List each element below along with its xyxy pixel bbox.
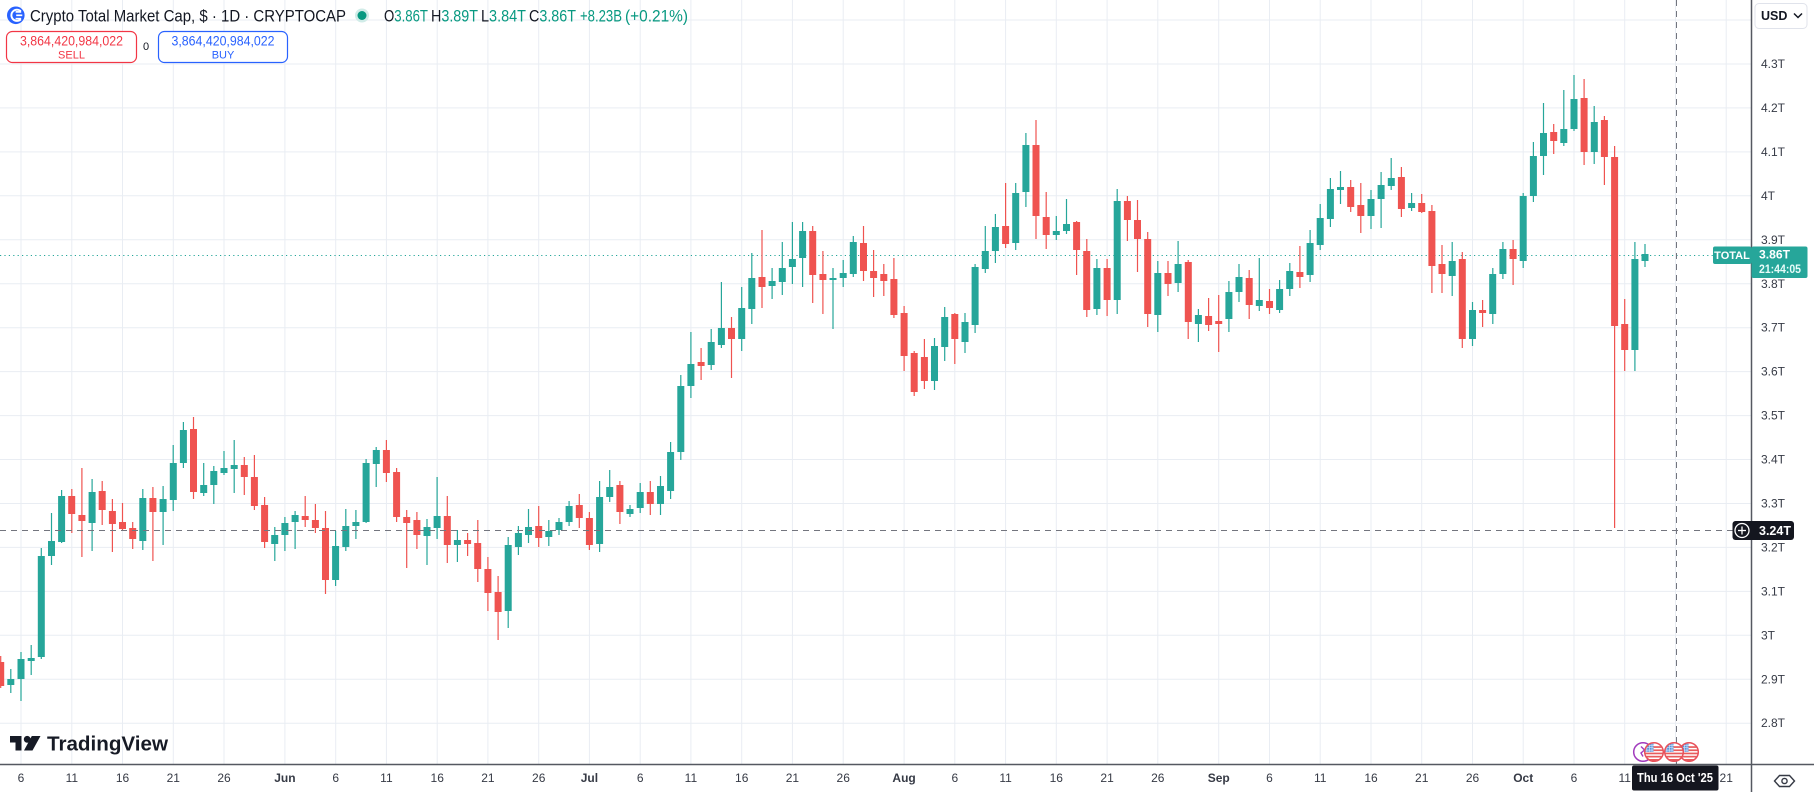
svg-text:3.24T: 3.24T: [1759, 524, 1791, 538]
svg-text:3.1T: 3.1T: [1761, 584, 1786, 598]
svg-text:3.8T: 3.8T: [1761, 277, 1786, 291]
svg-text:26: 26: [1466, 771, 1480, 785]
svg-text:16: 16: [735, 771, 749, 785]
svg-text:21: 21: [1720, 771, 1734, 785]
svg-text:Jul: Jul: [581, 771, 598, 785]
svg-text:(+0.21%): (+0.21%): [625, 8, 688, 26]
svg-text:21: 21: [1415, 771, 1429, 785]
svg-text:O3.86T: O3.86T: [384, 8, 428, 26]
svg-text:BUY: BUY: [212, 50, 235, 62]
svg-text:21: 21: [481, 771, 495, 785]
svg-text:16: 16: [431, 771, 445, 785]
svg-text:3.6T: 3.6T: [1761, 365, 1786, 379]
svg-text:26: 26: [1151, 771, 1165, 785]
svg-text:3.2T: 3.2T: [1761, 540, 1786, 554]
svg-text:16: 16: [116, 771, 130, 785]
svg-text:Aug: Aug: [892, 771, 915, 785]
svg-text:3.4T: 3.4T: [1761, 453, 1786, 467]
svg-text:+8.23B: +8.23B: [580, 8, 622, 26]
svg-text:6: 6: [18, 771, 25, 785]
svg-text:6: 6: [1266, 771, 1273, 785]
svg-text:3.3T: 3.3T: [1761, 497, 1786, 511]
svg-text:16: 16: [1050, 771, 1064, 785]
svg-text:11: 11: [999, 771, 1012, 785]
svg-text:6: 6: [332, 771, 339, 785]
svg-text:3.9T: 3.9T: [1761, 233, 1786, 247]
svg-text:0: 0: [143, 41, 149, 53]
svg-text:4.2T: 4.2T: [1761, 101, 1786, 115]
svg-text:Sep: Sep: [1208, 771, 1230, 785]
svg-text:C3.86T: C3.86T: [529, 8, 576, 26]
svg-text:4T: 4T: [1761, 189, 1776, 203]
svg-text:3,864,420,984,022: 3,864,420,984,022: [20, 34, 123, 49]
svg-text:3.7T: 3.7T: [1761, 321, 1786, 335]
svg-text:H3.89T: H3.89T: [431, 8, 478, 26]
svg-text:21: 21: [1100, 771, 1114, 785]
svg-text:11: 11: [685, 771, 698, 785]
svg-text:TOTAL: TOTAL: [1714, 250, 1750, 262]
svg-text:3T: 3T: [1761, 628, 1776, 642]
svg-text:6: 6: [951, 771, 958, 785]
svg-text:2.9T: 2.9T: [1761, 672, 1786, 686]
svg-text:Thu 16 Oct '25: Thu 16 Oct '25: [1637, 771, 1713, 785]
svg-text:4.1T: 4.1T: [1761, 145, 1786, 159]
svg-text:26: 26: [217, 771, 231, 785]
svg-text:21: 21: [786, 771, 800, 785]
svg-text:26: 26: [532, 771, 546, 785]
svg-text:26: 26: [837, 771, 851, 785]
svg-text:11: 11: [1314, 771, 1327, 785]
svg-text:6: 6: [1571, 771, 1578, 785]
svg-text:Crypto Total Market Cap, $ · 1: Crypto Total Market Cap, $ · 1D · CRYPTO…: [30, 8, 346, 26]
svg-text:16: 16: [1364, 771, 1378, 785]
svg-text:3.5T: 3.5T: [1761, 409, 1786, 423]
svg-text:3,864,420,984,022: 3,864,420,984,022: [172, 34, 275, 49]
svg-text:Oct: Oct: [1513, 771, 1533, 785]
svg-text:11: 11: [1618, 771, 1631, 785]
svg-text:L3.84T: L3.84T: [481, 8, 526, 26]
svg-text:2.8T: 2.8T: [1761, 716, 1786, 730]
svg-text:USD: USD: [1761, 9, 1787, 23]
svg-text:11: 11: [380, 771, 393, 785]
svg-text:6: 6: [637, 771, 644, 785]
svg-text:SELL: SELL: [58, 50, 85, 62]
svg-text:11: 11: [66, 771, 79, 785]
svg-text:Jun: Jun: [274, 771, 295, 785]
svg-text:TradingView: TradingView: [47, 734, 168, 756]
svg-text:21: 21: [167, 771, 181, 785]
svg-text:4.3T: 4.3T: [1761, 57, 1786, 71]
svg-text:21:44:05: 21:44:05: [1759, 262, 1801, 276]
svg-text:3.86T: 3.86T: [1759, 248, 1791, 262]
